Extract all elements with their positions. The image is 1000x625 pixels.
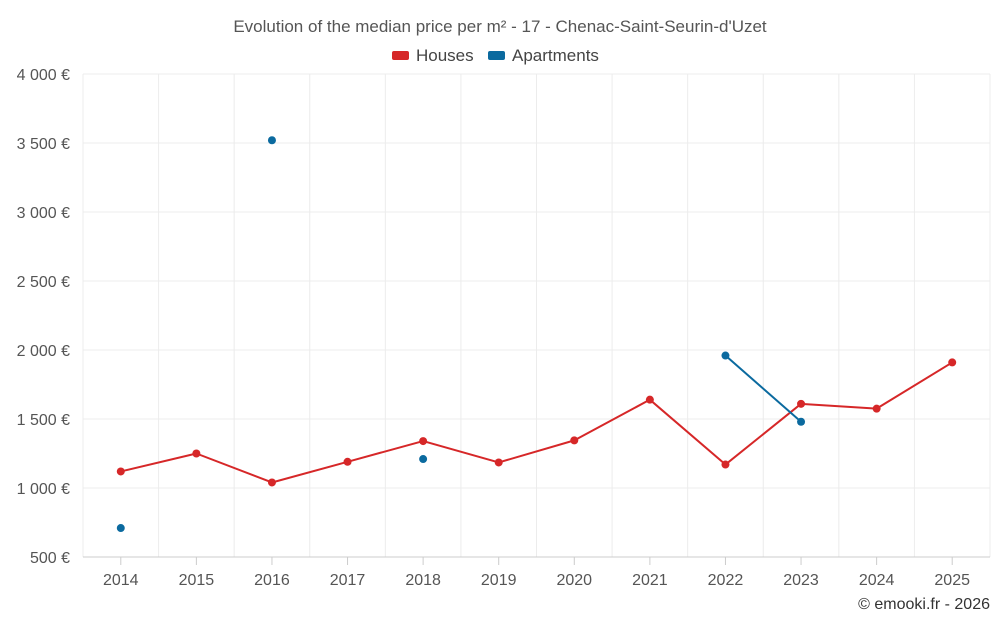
x-tick-label: 2019	[481, 572, 517, 589]
y-tick-label: 4 000 €	[17, 67, 70, 84]
y-tick-label: 3 000 €	[17, 205, 70, 222]
houses-line-segment	[573, 398, 651, 442]
y-tick-label: 2 000 €	[17, 343, 70, 360]
y-tick-label: 1 000 €	[17, 481, 70, 498]
x-tick-label: 2023	[783, 572, 819, 589]
x-tick-label: 2020	[556, 572, 592, 589]
houses-line-segment	[648, 398, 727, 466]
x-axis: 2014 2015 2016 2017 2018 2019 2020 2021 2022 2023…	[83, 556, 990, 589]
legend-swatch-houses[interactable]	[392, 51, 409, 60]
x-tick-label: 2025	[934, 572, 970, 589]
houses-line-segment	[346, 440, 425, 463]
y-tick-label: 3 500 €	[17, 136, 70, 153]
y-axis: 500 € 1 000 € 1 500 € 2 000 € 2 500 € 3 000 €…	[17, 67, 70, 567]
apartments-point-2018[interactable]	[419, 455, 428, 464]
chart-title: Evolution of the median price per m² - 1…	[233, 17, 767, 36]
credit-text: © emooki.fr - 2026	[858, 596, 990, 613]
houses-line-segment	[724, 402, 803, 466]
grid	[82, 73, 991, 557]
houses-point-2025[interactable]	[948, 358, 957, 367]
apartments-line-segment	[724, 354, 803, 423]
houses-line-segment	[497, 439, 576, 464]
houses-point-2018[interactable]	[419, 437, 428, 446]
apartments-point-2022[interactable]	[721, 351, 730, 360]
houses-point-2024[interactable]	[872, 404, 881, 413]
x-tick-label: 2021	[632, 572, 668, 589]
houses-line-segment	[270, 460, 349, 484]
apartments-point-2023[interactable]	[797, 417, 806, 426]
y-tick-label: 1 500 €	[17, 412, 70, 429]
x-tick-label: 2015	[179, 572, 215, 589]
houses-point-2014[interactable]	[116, 467, 125, 476]
houses-point-2020[interactable]	[570, 436, 579, 445]
houses-line-segment	[422, 440, 500, 464]
series-layer	[116, 136, 957, 533]
houses-line-segment	[800, 402, 878, 410]
x-tick-label: 2022	[708, 572, 744, 589]
houses-point-2023[interactable]	[797, 399, 806, 408]
legend-label-houses[interactable]: Houses	[416, 46, 474, 65]
x-tick-label: 2018	[405, 572, 441, 589]
houses-point-2019[interactable]	[494, 458, 503, 467]
legend-label-apartments[interactable]: Apartments	[512, 46, 599, 65]
legend: Houses Apartments	[392, 46, 599, 65]
x-tick-label: 2014	[103, 572, 139, 589]
y-tick-label: 2 500 €	[17, 274, 70, 291]
x-tick-label: 2017	[330, 572, 366, 589]
series-apartments	[116, 136, 806, 533]
houses-point-2021[interactable]	[645, 395, 654, 404]
apartments-point-2016[interactable]	[267, 136, 276, 145]
houses-point-2015[interactable]	[192, 449, 201, 458]
x-tick-label: 2024	[859, 572, 895, 589]
x-tick-label: 2016	[254, 572, 290, 589]
legend-swatch-apartments[interactable]	[488, 51, 505, 60]
houses-line-segment	[195, 452, 273, 484]
series-houses	[116, 358, 957, 487]
houses-line-segment	[119, 452, 198, 473]
houses-point-2022[interactable]	[721, 460, 730, 469]
y-tick-label: 500 €	[30, 550, 70, 567]
houses-point-2016[interactable]	[267, 478, 276, 487]
houses-line-segment	[875, 361, 954, 410]
houses-point-2017[interactable]	[343, 457, 352, 466]
apartments-point-2014[interactable]	[116, 524, 125, 533]
